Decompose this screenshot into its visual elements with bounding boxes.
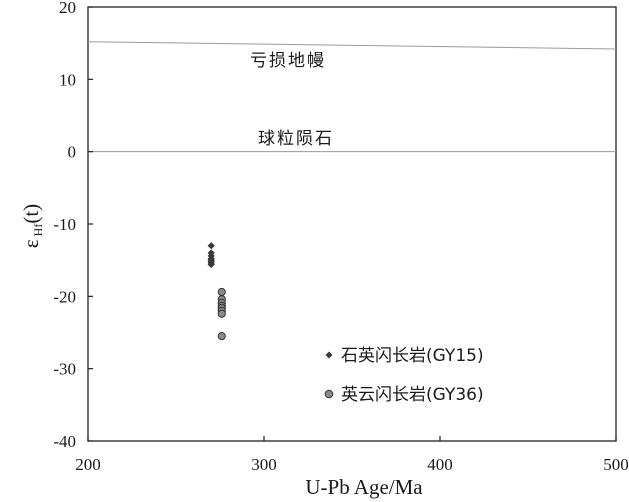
legend-label-gy36: 英云闪长岩(GY36) — [341, 385, 484, 405]
y-tick-label: 20 — [59, 0, 76, 17]
data-point-gy36 — [217, 287, 226, 297]
y-axis-title-suffix: (t) — [19, 204, 43, 224]
x-tick-label: 400 — [427, 455, 453, 474]
x-tick-label: 500 — [603, 455, 629, 474]
y-tick-label: -10 — [53, 215, 76, 234]
depleted-mantle-line — [87, 41, 617, 50]
legend-marker-diamond — [325, 351, 333, 359]
legend-entry-gy15: 石英闪长岩(GY15) — [325, 346, 484, 366]
y-axis-title-sub: Hf — [31, 224, 45, 237]
reference-lines — [87, 41, 617, 153]
legend-entry-gy36: 英云闪长岩(GY36) — [324, 385, 484, 405]
data-point-gy15 — [207, 242, 215, 250]
data-point-gy36 — [217, 332, 226, 341]
plot-frame — [87, 6, 617, 442]
y-tick-label: -30 — [53, 360, 76, 379]
y-tick-label: -40 — [53, 432, 76, 451]
y-axis-title: ε Hf(t) — [19, 204, 45, 248]
y-tick-label: -20 — [53, 287, 76, 306]
x-axis-title: U-Pb Age/Ma — [305, 475, 423, 499]
depleted-mantle-label: 亏损地幔 — [250, 51, 326, 71]
axis-ticks: 20 10 0 -10 -20 -30 -40 200 300 400 500 — [53, 0, 628, 474]
data-point-gy15 — [207, 260, 215, 269]
legend-marker-circle — [324, 389, 334, 399]
data-points — [207, 242, 226, 341]
legend: 石英闪长岩(GY15) 英云闪长岩(GY36) — [324, 346, 484, 405]
chondrite-label: 球粒陨石 — [258, 129, 334, 149]
y-tick-label: 10 — [59, 70, 76, 89]
data-point-gy36 — [217, 309, 226, 318]
x-tick-label: 200 — [75, 455, 101, 474]
y-tick-label: 0 — [68, 143, 77, 162]
plot-area — [87, 6, 617, 442]
y-axis-title-prefix: ε — [19, 239, 43, 248]
legend-label-gy15: 石英闪长岩(GY15) — [341, 346, 484, 366]
x-tick-label: 300 — [251, 455, 277, 474]
